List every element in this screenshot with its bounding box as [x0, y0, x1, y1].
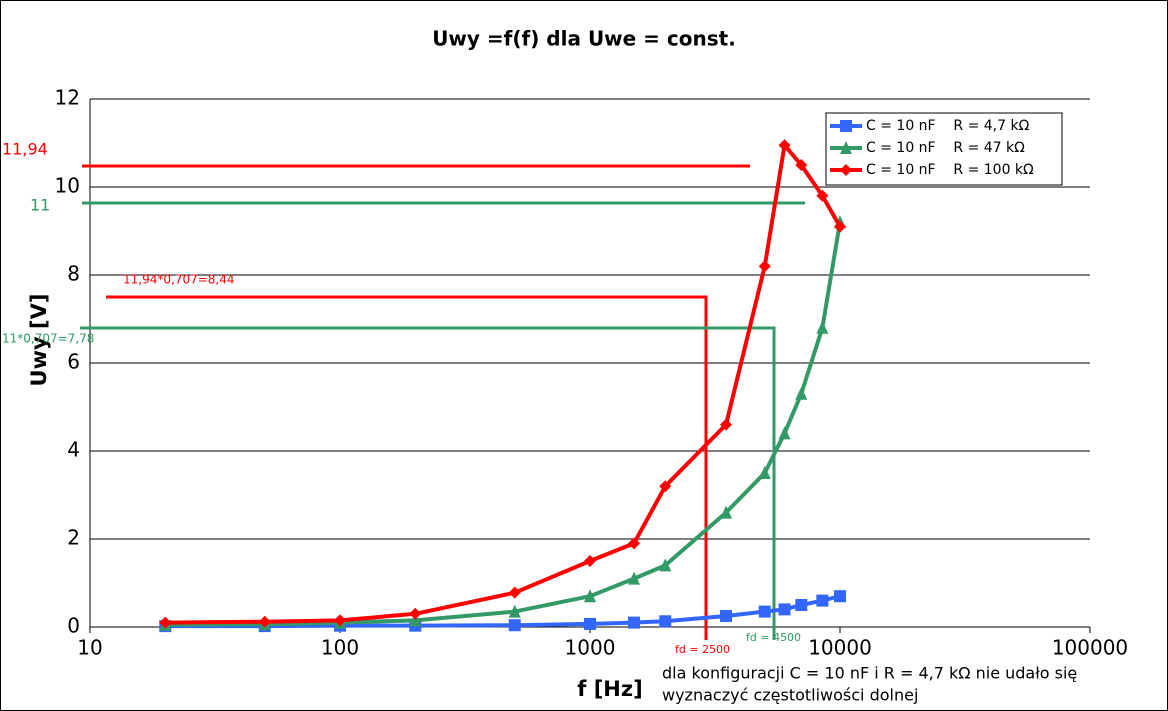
y-axis-label: Uwy [V]	[27, 294, 51, 387]
marker	[834, 590, 846, 603]
x-tick-label: 10	[77, 636, 102, 660]
marker	[584, 589, 596, 603]
x-tick-label: 10000	[808, 636, 872, 660]
legend-marker	[840, 164, 852, 176]
marker	[795, 386, 808, 400]
note: dla konfiguracji C = 10 nF i R = 4,7 kΩ …	[662, 664, 1077, 683]
marker	[720, 418, 733, 431]
y-tick-label: 10	[55, 174, 80, 198]
marker	[816, 189, 829, 202]
marker	[584, 617, 596, 630]
marker	[795, 599, 808, 611]
legend-label: C = 10 nF R = 100 kΩ	[866, 162, 1034, 178]
marker	[758, 466, 771, 479]
y-tick-label: 8	[67, 262, 80, 286]
y-tick-label: 0	[67, 614, 80, 638]
marker	[628, 571, 641, 585]
y-tick-label: 2	[67, 526, 80, 550]
marker	[409, 607, 422, 620]
x-tick-label: 100000	[1052, 636, 1128, 660]
marker	[816, 594, 829, 607]
legend-marker	[840, 141, 852, 154]
marker	[758, 605, 771, 618]
legend-marker	[840, 120, 852, 132]
marker	[409, 613, 422, 627]
marker	[795, 159, 808, 171]
annotation: fd = 2500	[675, 643, 730, 656]
x-axis-label: f [Hz]	[577, 677, 642, 701]
legend-label: C = 10 nF R = 4,7 kΩ	[866, 118, 1030, 134]
marker	[508, 604, 521, 618]
marker	[584, 555, 596, 567]
marker	[778, 426, 791, 440]
marker	[334, 614, 346, 627]
x-tick-label: 100	[321, 636, 359, 660]
series-line	[165, 143, 842, 625]
marker	[628, 616, 641, 629]
annotation: fd = 4500	[746, 631, 801, 644]
annotation: 11,94*0,707=8,44	[123, 273, 234, 287]
marker	[720, 610, 733, 622]
marker	[659, 480, 672, 493]
marker	[778, 139, 791, 152]
chart-title: Uwy =f(f) dla Uwe = const.	[432, 27, 736, 51]
marker	[720, 505, 733, 519]
marker	[659, 615, 672, 628]
legend-label: C = 10 nF R = 47 kΩ	[866, 140, 1025, 156]
marker	[834, 220, 846, 233]
series-line	[165, 221, 842, 627]
annotation: 11*0,707=7,78	[2, 332, 94, 346]
annotation: 11,94	[2, 140, 48, 159]
note: wyznaczyć częstotliwości dolnej	[662, 686, 918, 705]
x-tick-label: 1000	[565, 636, 616, 660]
marker	[778, 603, 791, 616]
marker	[628, 537, 641, 550]
y-tick-label: 4	[67, 438, 80, 462]
marker	[758, 260, 771, 273]
marker	[816, 320, 829, 334]
marker	[508, 619, 521, 632]
marker	[159, 616, 172, 629]
marker	[659, 558, 672, 572]
annotation-line	[80, 326, 776, 640]
marker	[258, 615, 271, 628]
annotation-line	[106, 295, 708, 640]
y-tick-label: 12	[55, 86, 80, 110]
marker	[508, 586, 521, 599]
y-tick-label: 6	[67, 350, 80, 374]
legend	[825, 112, 1063, 186]
annotation: 11	[30, 196, 50, 215]
